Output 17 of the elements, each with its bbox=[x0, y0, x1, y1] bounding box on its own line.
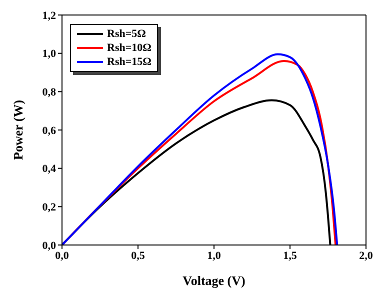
x-tick-label: 0,0 bbox=[55, 250, 70, 262]
y-tick-label: 0,4 bbox=[42, 163, 56, 176]
x-tick-label: 1,0 bbox=[207, 250, 222, 262]
y-tick-label: 1,2 bbox=[42, 10, 56, 22]
y-axis-title: Power (W) bbox=[10, 100, 26, 160]
y-tick-label: 0,0 bbox=[42, 240, 56, 252]
legend-label: Rsh=10Ω bbox=[107, 41, 152, 55]
x-tick-label: 0,5 bbox=[131, 250, 146, 262]
y-tick-label: 0,2 bbox=[42, 202, 56, 214]
x-axis-title: Voltage (V) bbox=[182, 273, 246, 288]
legend-label: Rsh=5Ω bbox=[107, 27, 146, 41]
x-tick-label: 1,5 bbox=[283, 250, 298, 262]
x-tick-label: 2,0 bbox=[359, 250, 374, 262]
y-tick-label: 0,8 bbox=[42, 86, 56, 99]
y-tick-label: 1,0 bbox=[42, 48, 56, 60]
legend-label: Rsh=15Ω bbox=[107, 55, 152, 69]
y-tick-label: 0,6 bbox=[42, 124, 56, 137]
